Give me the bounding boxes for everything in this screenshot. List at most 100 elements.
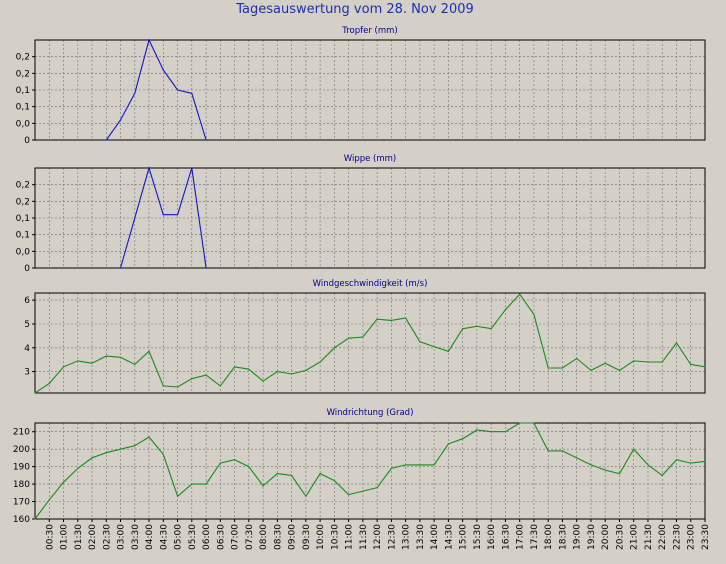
x-tick-label: 07:30 bbox=[245, 524, 255, 550]
y-tick-label: 0,1 bbox=[16, 214, 30, 224]
data-point bbox=[177, 386, 179, 388]
chart-title: Tropfer (mm) bbox=[341, 26, 397, 36]
data-point bbox=[134, 445, 136, 447]
data-point bbox=[177, 495, 179, 497]
y-tick-label: 170 bbox=[13, 498, 30, 508]
y-tick-label: 0 bbox=[24, 264, 30, 274]
data-point bbox=[405, 317, 407, 319]
data-point bbox=[91, 457, 93, 459]
data-point bbox=[590, 369, 592, 371]
data-point bbox=[704, 366, 706, 368]
chart-panel-2: Wippe (mm) 0 0,0 0,1 0,1 0,2 0,2 bbox=[16, 154, 706, 274]
data-point bbox=[162, 385, 164, 387]
data-point bbox=[419, 341, 421, 343]
data-point bbox=[219, 385, 221, 387]
data-point bbox=[177, 89, 179, 91]
data-point bbox=[234, 459, 236, 461]
x-tick-label: 21:00 bbox=[630, 524, 640, 550]
series-line bbox=[34, 422, 706, 520]
series-line bbox=[105, 38, 207, 141]
data-point bbox=[134, 363, 136, 365]
x-tick-label: 05:00 bbox=[174, 524, 184, 550]
data-point bbox=[119, 119, 122, 121]
data-point bbox=[690, 363, 692, 365]
series-line bbox=[34, 293, 706, 394]
x-tick-label: 19:30 bbox=[587, 524, 597, 550]
x-tick-label: 20:00 bbox=[601, 524, 611, 550]
x-tick-label: 10:30 bbox=[330, 524, 340, 550]
x-tick-label: 15:30 bbox=[473, 524, 483, 550]
y-tick-label: 6 bbox=[24, 296, 30, 306]
data-point bbox=[148, 436, 150, 438]
x-tick-label: 09:30 bbox=[302, 524, 312, 550]
y-tick-label: 0 bbox=[24, 136, 30, 146]
data-point bbox=[533, 313, 535, 315]
x-tick-label: 04:30 bbox=[159, 524, 169, 550]
data-point bbox=[576, 457, 578, 459]
y-tick-label: 0,2 bbox=[16, 181, 30, 191]
data-point bbox=[476, 429, 478, 431]
data-point bbox=[305, 495, 307, 497]
data-point bbox=[376, 318, 378, 320]
data-point bbox=[34, 518, 36, 520]
data-point bbox=[91, 362, 93, 364]
data-point bbox=[262, 380, 264, 382]
plot-area bbox=[35, 423, 705, 519]
y-tick-label: 3 bbox=[24, 368, 30, 378]
plot-area bbox=[35, 293, 705, 393]
data-point bbox=[704, 460, 706, 462]
data-point bbox=[248, 368, 250, 370]
data-point bbox=[547, 367, 549, 369]
data-point bbox=[205, 139, 207, 141]
data-point bbox=[48, 382, 50, 385]
data-point bbox=[533, 422, 535, 424]
y-tick-label: 190 bbox=[13, 463, 30, 473]
data-point bbox=[119, 267, 122, 269]
data-point bbox=[390, 319, 392, 321]
data-point bbox=[105, 355, 107, 357]
data-point bbox=[134, 92, 136, 94]
data-point bbox=[333, 480, 335, 482]
chart-panel-4: Windrichtung (Grad) 160 170 180 190 200 210 bbox=[13, 408, 706, 525]
x-tick-label: 23:00 bbox=[687, 524, 697, 550]
data-point bbox=[647, 464, 649, 466]
data-point bbox=[433, 464, 435, 466]
plot-area bbox=[35, 168, 705, 268]
chart-panel-1: Tropfer (mm) 0 0,0 0,1 0,1 0,2 0,2 bbox=[16, 26, 706, 146]
x-tick-label: 06:00 bbox=[202, 524, 212, 550]
x-tick-label: 17:30 bbox=[530, 524, 540, 550]
data-point bbox=[148, 39, 150, 41]
y-tick-label: 0,0 bbox=[16, 119, 31, 129]
data-point bbox=[319, 361, 321, 363]
data-point bbox=[690, 462, 692, 464]
data-point bbox=[191, 92, 193, 94]
data-point bbox=[633, 360, 635, 362]
data-point bbox=[205, 483, 207, 485]
data-point bbox=[162, 69, 164, 71]
x-tick-label: 00:30 bbox=[45, 524, 55, 550]
plot-area bbox=[35, 40, 705, 140]
y-tick-label: 0,2 bbox=[16, 69, 30, 79]
x-tick-label: 16:00 bbox=[487, 524, 497, 550]
data-point bbox=[390, 467, 392, 469]
plot-frame bbox=[34, 422, 706, 520]
x-tick-label: 12:30 bbox=[387, 524, 397, 550]
main-title: Tagesauswertung vom 28. Nov 2009 bbox=[235, 2, 474, 17]
data-point bbox=[476, 325, 478, 327]
data-point bbox=[191, 378, 193, 380]
x-tick-label: 17:00 bbox=[516, 524, 526, 550]
plot-frame bbox=[34, 292, 706, 394]
data-point bbox=[191, 167, 193, 169]
chart-title: Wippe (mm) bbox=[344, 154, 397, 164]
x-tick-label: 02:30 bbox=[102, 524, 112, 550]
data-point bbox=[77, 467, 79, 469]
data-point bbox=[348, 337, 350, 339]
x-tick-label: 18:30 bbox=[558, 524, 568, 550]
chart-title: Windrichtung (Grad) bbox=[327, 408, 414, 418]
data-point bbox=[590, 464, 592, 466]
data-point bbox=[177, 214, 179, 216]
x-tick-label: 03:00 bbox=[117, 524, 127, 550]
data-point bbox=[519, 422, 521, 424]
